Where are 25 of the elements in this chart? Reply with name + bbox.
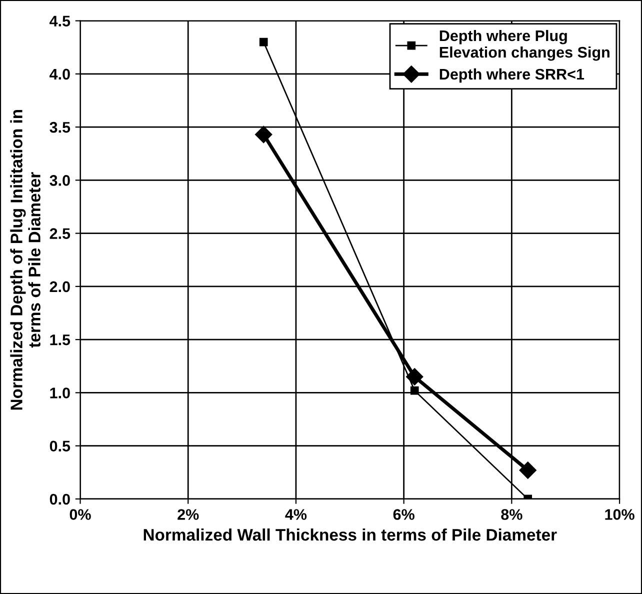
y-tick-label: 1.5 — [50, 334, 70, 346]
x-tick-label: 6% — [393, 509, 414, 520]
point — [519, 462, 536, 479]
y-tick-label: 0.5 — [50, 440, 70, 452]
x-tick-label: 10% — [605, 509, 634, 520]
y-tick-label: 3.5 — [50, 122, 70, 133]
x-axis-title: Normalized Wall Thickness in terms of Pile Diameter — [144, 528, 557, 541]
x-tick-label: 8% — [501, 509, 522, 520]
point — [255, 126, 272, 144]
point — [410, 386, 419, 395]
y-axis-title: Normalized Depth of Plug Inititation in terms of Pile Diameter — [10, 110, 40, 410]
y-tick-label: 0.0 — [50, 494, 70, 505]
x-tick-label: 0% — [70, 509, 91, 520]
x-tick-label: 4% — [285, 509, 307, 520]
legend-label: Depth where SRR<1 — [440, 68, 584, 83]
point — [406, 368, 424, 386]
y-tick-label: 1.0 — [50, 388, 70, 398]
y-tick-label: 4.0 — [50, 68, 70, 80]
legend-label: Depth where Plug Elevation changes Sign — [440, 30, 610, 61]
point — [259, 38, 268, 46]
y-tick-label: 4.5 — [50, 16, 70, 26]
y-tick-label: 3.0 — [50, 175, 70, 186]
y-tick-label: 2.0 — [50, 281, 70, 292]
x-tick-label: 2% — [178, 509, 199, 520]
y-tick-label: 2.5 — [50, 228, 70, 239]
